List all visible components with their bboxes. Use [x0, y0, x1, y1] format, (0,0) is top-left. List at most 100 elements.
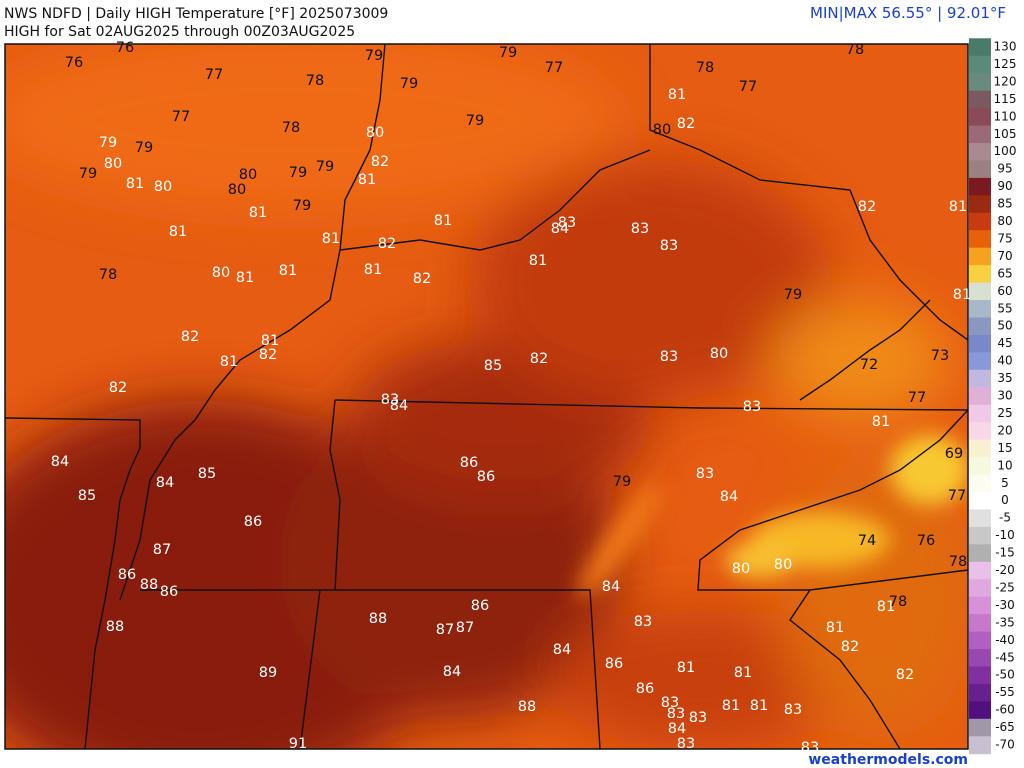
temperature-label: 82 — [259, 347, 277, 363]
colorbar-tick-label: 30 — [997, 389, 1012, 403]
temperature-label: 86 — [636, 681, 654, 697]
state-borders — [5, 44, 968, 749]
temperature-label: 81 — [126, 176, 144, 192]
colorbar-tick-label: -10 — [995, 528, 1015, 542]
temperature-label: 81 — [734, 665, 752, 681]
footer: weathermodels.com — [808, 752, 968, 768]
temperature-label: 85 — [198, 466, 216, 482]
temperature-label: 79 — [466, 113, 484, 129]
colorbar-tick-label: 105 — [994, 127, 1017, 141]
colorbar-tick-label: 55 — [997, 301, 1012, 315]
temperature-label: 81 — [877, 599, 895, 615]
temperature-label: 88 — [518, 699, 536, 715]
temperature-label: 85 — [78, 488, 96, 504]
colorbar-tick-label: 5 — [1001, 476, 1009, 490]
temperature-label: 84 — [602, 579, 620, 595]
temperature-label: 82 — [858, 199, 876, 215]
temperature-label: 74 — [858, 533, 876, 549]
temperature-label: 81 — [826, 620, 844, 636]
colorbar-swatch — [969, 55, 991, 74]
temperature-label: 84 — [553, 642, 571, 658]
temperature-label: 84 — [720, 489, 738, 505]
temperature-label: 78 — [99, 267, 117, 283]
colorbar-tick-label: 80 — [997, 214, 1012, 228]
temperature-label: 85 — [484, 358, 502, 374]
temperature-label: 82 — [181, 329, 199, 345]
colorbar-swatch — [969, 736, 991, 755]
colorbar-tick-label: 75 — [997, 231, 1012, 245]
colorbar-swatch — [969, 683, 991, 702]
temperature-label: 82 — [371, 154, 389, 170]
colorbar-tick-label: 110 — [994, 109, 1017, 123]
temperature-label: 83 — [784, 702, 802, 718]
temperature-label: 86 — [460, 455, 478, 471]
temperature-label: 72 — [860, 357, 878, 373]
colorbar-tick-label: -60 — [995, 703, 1015, 717]
colorbar-tick-label: -20 — [995, 563, 1015, 577]
temperature-label: 84 — [443, 664, 461, 680]
temperature-label: 82 — [841, 639, 859, 655]
temperature-label: 69 — [945, 446, 963, 462]
map — [5, 44, 968, 749]
temperature-label: 83 — [667, 706, 685, 722]
colorbar-tick-label: 45 — [997, 336, 1012, 350]
colorbar-swatch — [969, 125, 991, 144]
colorbar-tick-label: -15 — [995, 546, 1015, 560]
colorbar-tick-label: 15 — [997, 441, 1012, 455]
colorbar-swatch — [969, 300, 991, 318]
colorbar-tick-label: -40 — [995, 633, 1015, 647]
colorbar-swatch — [969, 317, 991, 336]
temperature-label: 84 — [551, 221, 569, 237]
temperature-label: 79 — [99, 135, 117, 151]
colorbar-tick-label: 0 — [1001, 493, 1009, 507]
colorbar-tick-label: -35 — [995, 615, 1015, 629]
colorbar-swatch — [969, 579, 991, 598]
colorbar-tick-label: -30 — [995, 598, 1015, 612]
colorbar-swatch — [969, 666, 991, 685]
colorbar-tick-label: 100 — [994, 144, 1017, 158]
colorbar-swatch — [969, 369, 991, 388]
temperature-label: 82 — [109, 380, 127, 396]
temperature-label: 84 — [156, 475, 174, 491]
temperature-label: 78 — [889, 594, 907, 610]
colorbar-tick-label: 20 — [997, 423, 1012, 437]
temperature-label: 81 — [529, 253, 547, 269]
temperature-label: 78 — [949, 554, 967, 570]
colorbar-tick-label: -45 — [995, 650, 1015, 664]
colorbar-swatch — [969, 631, 991, 650]
temperature-label: 83 — [558, 215, 576, 231]
temperature-label: 77 — [172, 109, 190, 125]
temperature-label: 79 — [79, 166, 97, 182]
colorbar-swatch — [969, 422, 991, 441]
colorbar-swatch — [969, 526, 991, 545]
temperature-label: 76 — [116, 40, 134, 56]
colorbar-tick-label: -65 — [995, 720, 1015, 734]
temperature-label: 78 — [846, 42, 864, 58]
temperature-label: 91 — [289, 736, 307, 752]
temperature-label: 81 — [279, 263, 297, 279]
temperature-label: 81 — [434, 213, 452, 229]
temperature-label: 84 — [390, 398, 408, 414]
colorbar-tick-label: -70 — [995, 738, 1015, 752]
temperature-label: 82 — [413, 271, 431, 287]
temperature-label: 83 — [661, 695, 679, 711]
colorbar-swatch — [969, 649, 991, 667]
temperature-label: 80 — [239, 167, 257, 183]
colorbar-tick-label: 50 — [997, 319, 1012, 333]
colorbar-tick-label: 65 — [997, 266, 1012, 280]
temperature-label: 83 — [677, 736, 695, 752]
temperature-label: 80 — [774, 557, 792, 573]
temperature-label: 80 — [732, 561, 750, 577]
temperature-label: 79 — [400, 76, 418, 92]
temperature-label: 81 — [249, 205, 267, 221]
colorbar-swatch — [969, 439, 991, 458]
temperature-label: 81 — [169, 224, 187, 240]
temperature-label: 80 — [366, 125, 384, 141]
temperature-label: 88 — [369, 611, 387, 627]
colorbar-swatch — [969, 596, 991, 615]
colorbar-tick-label: 40 — [997, 354, 1012, 368]
temperature-label: 81 — [261, 333, 279, 349]
temperature-label: 81 — [220, 354, 238, 370]
temperature-label: 86 — [471, 598, 489, 614]
